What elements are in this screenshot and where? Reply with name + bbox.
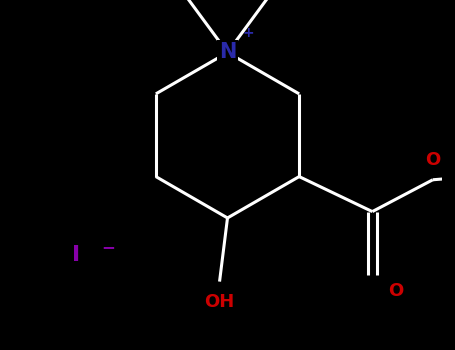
Text: O: O — [425, 150, 440, 169]
Text: O: O — [388, 282, 404, 300]
Text: −: − — [101, 238, 115, 255]
Text: OH: OH — [204, 293, 235, 311]
Text: +: + — [243, 26, 254, 40]
Text: N: N — [219, 42, 236, 63]
Text: I: I — [72, 245, 81, 265]
